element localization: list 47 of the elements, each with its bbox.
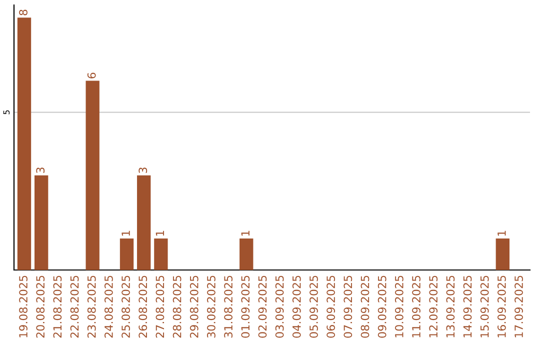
x-tick-label: 31.08.2025 [224,276,233,338]
x-tick-label: 03.09.2025 [275,276,284,338]
bar [86,80,100,270]
x-tick-label: 08.09.2025 [360,276,370,338]
data-label: 1 [156,230,164,236]
x-tick-label: 12.09.2025 [429,276,438,338]
bar [34,175,48,270]
x-tick-label: 14.09.2025 [463,276,472,338]
x-tick-label: 06.09.2025 [326,276,336,338]
x-tick-label: 01.09.2025 [241,276,250,338]
data-label: 6 [87,72,96,78]
data-label: 1 [241,230,250,236]
bar [240,238,254,270]
x-tick-label: 23.08.2025 [87,276,96,338]
x-tick-label: 28.08.2025 [172,276,182,338]
x-tick-label: 13.09.2025 [446,276,455,338]
x-tick-label: 02.09.2025 [258,276,267,338]
bar [120,238,134,270]
x-tick-label: 11.09.2025 [412,276,420,338]
data-label: 1 [498,230,506,236]
x-tick-label: 27.08.2025 [156,276,164,338]
x-tick-label: 10.09.2025 [394,276,404,338]
x-tick-label: 07.09.2025 [344,276,352,338]
y-tick-label: 5 [3,110,10,114]
x-tick-label: 17.09.2025 [514,276,523,338]
x-tick-label: 16.09.2025 [497,276,506,338]
data-label: 3 [138,168,148,173]
x-tick-label: 20.08.2025 [36,276,45,338]
data-label: 3 [36,168,45,173]
data-label: 1 [122,230,130,236]
x-tick-label: 21.08.2025 [53,276,62,338]
x-tick-label: 09.09.2025 [378,276,386,338]
x-tick-label: 26.08.2025 [138,276,148,338]
x-tick-label: 30.08.2025 [207,276,216,338]
bar [496,238,510,270]
x-tick-label: 15.09.2025 [480,276,489,338]
x-tick-label: 25.08.2025 [122,276,130,338]
bar [154,238,168,270]
x-tick-label: 19.08.2025 [19,276,28,338]
bar [17,18,32,270]
x-tick-label: 05.09.2025 [310,276,318,338]
x-tick-label: 22.08.2025 [70,276,79,338]
data-label: 8 [19,10,28,16]
x-tick-label: 24.08.2025 [104,276,113,338]
x-tick-label: 29.08.2025 [190,276,198,338]
x-tick-label: 04.09.2025 [292,276,301,338]
bar [137,175,151,270]
